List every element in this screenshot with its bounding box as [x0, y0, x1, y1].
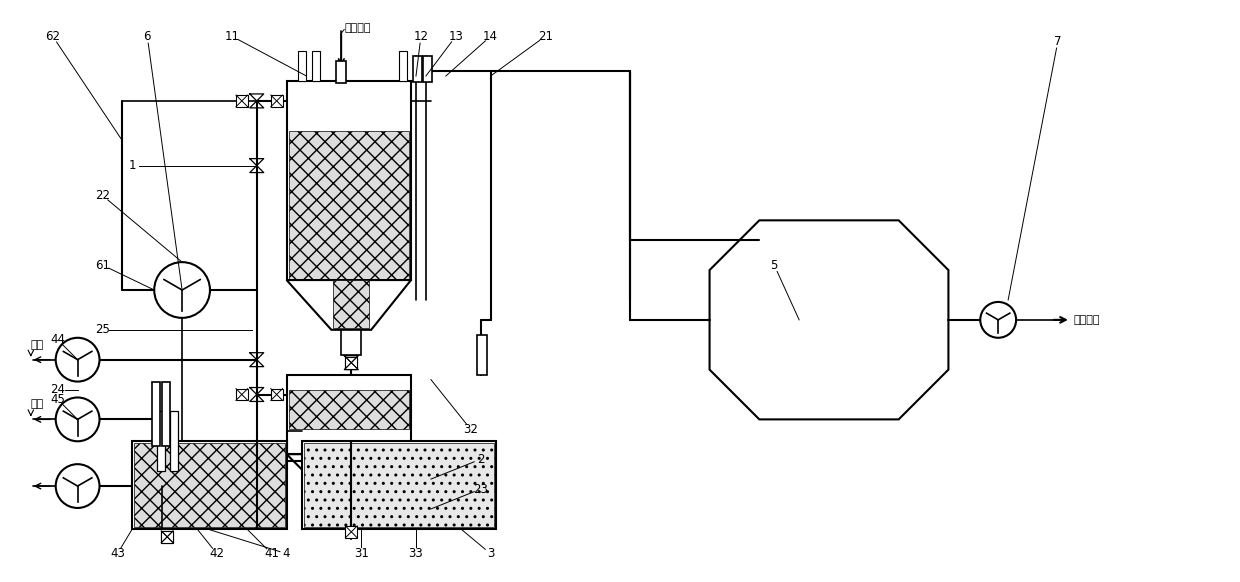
Text: 31: 31: [353, 547, 368, 560]
Text: 45: 45: [51, 393, 66, 406]
Bar: [286, 375, 410, 454]
Text: 13: 13: [449, 30, 464, 42]
Bar: [413, 56, 422, 82]
Text: 1: 1: [129, 159, 136, 172]
Text: 41: 41: [264, 547, 279, 560]
Bar: [157, 411, 165, 471]
Text: 5: 5: [770, 258, 777, 272]
Text: 补液: 补液: [31, 340, 45, 350]
Bar: [134, 443, 285, 527]
Bar: [336, 61, 346, 83]
Text: 61: 61: [95, 258, 110, 272]
Bar: [334, 280, 370, 328]
Text: 气体出口: 气体出口: [1074, 315, 1100, 325]
Text: 4: 4: [283, 547, 290, 560]
Bar: [341, 330, 361, 354]
Bar: [236, 389, 248, 400]
Bar: [334, 454, 370, 497]
Bar: [270, 389, 283, 400]
Text: 6: 6: [144, 30, 151, 42]
Bar: [153, 382, 160, 446]
Bar: [399, 51, 407, 81]
Bar: [423, 56, 432, 82]
Bar: [133, 441, 286, 529]
Text: 62: 62: [45, 30, 61, 42]
Text: 24: 24: [50, 383, 66, 396]
Text: 32: 32: [464, 423, 479, 436]
Bar: [170, 411, 179, 471]
Bar: [345, 526, 357, 538]
Bar: [345, 357, 357, 368]
Bar: [304, 443, 494, 527]
Polygon shape: [286, 454, 410, 499]
Polygon shape: [286, 280, 410, 330]
Bar: [341, 499, 361, 525]
Text: 2: 2: [477, 453, 485, 466]
Text: 42: 42: [210, 547, 224, 560]
Text: 33: 33: [409, 547, 423, 560]
Bar: [161, 531, 174, 543]
Circle shape: [56, 464, 99, 508]
Circle shape: [981, 302, 1016, 338]
Text: 21: 21: [538, 30, 553, 42]
Text: 43: 43: [110, 547, 125, 560]
Circle shape: [56, 338, 99, 382]
Bar: [162, 382, 170, 446]
Text: 11: 11: [224, 30, 239, 42]
Bar: [298, 51, 305, 81]
Bar: [161, 531, 174, 543]
Text: 44: 44: [50, 333, 66, 346]
Bar: [312, 51, 320, 81]
Polygon shape: [709, 221, 949, 420]
Text: 7: 7: [1054, 35, 1061, 48]
Text: 25: 25: [95, 324, 110, 336]
Bar: [289, 389, 409, 430]
Bar: [301, 441, 496, 529]
Text: 3: 3: [487, 547, 495, 560]
Bar: [286, 81, 410, 280]
Text: 烟气进口: 烟气进口: [345, 23, 371, 33]
Bar: [289, 131, 409, 280]
Text: 22: 22: [95, 189, 110, 202]
Text: 12: 12: [413, 30, 429, 42]
Bar: [270, 95, 283, 107]
Bar: [476, 335, 486, 375]
Text: 23: 23: [474, 482, 489, 495]
Text: 补液: 补液: [31, 399, 45, 409]
Bar: [236, 95, 248, 107]
Circle shape: [154, 262, 210, 318]
Circle shape: [56, 398, 99, 441]
Bar: [345, 357, 357, 368]
Text: 14: 14: [484, 30, 498, 42]
